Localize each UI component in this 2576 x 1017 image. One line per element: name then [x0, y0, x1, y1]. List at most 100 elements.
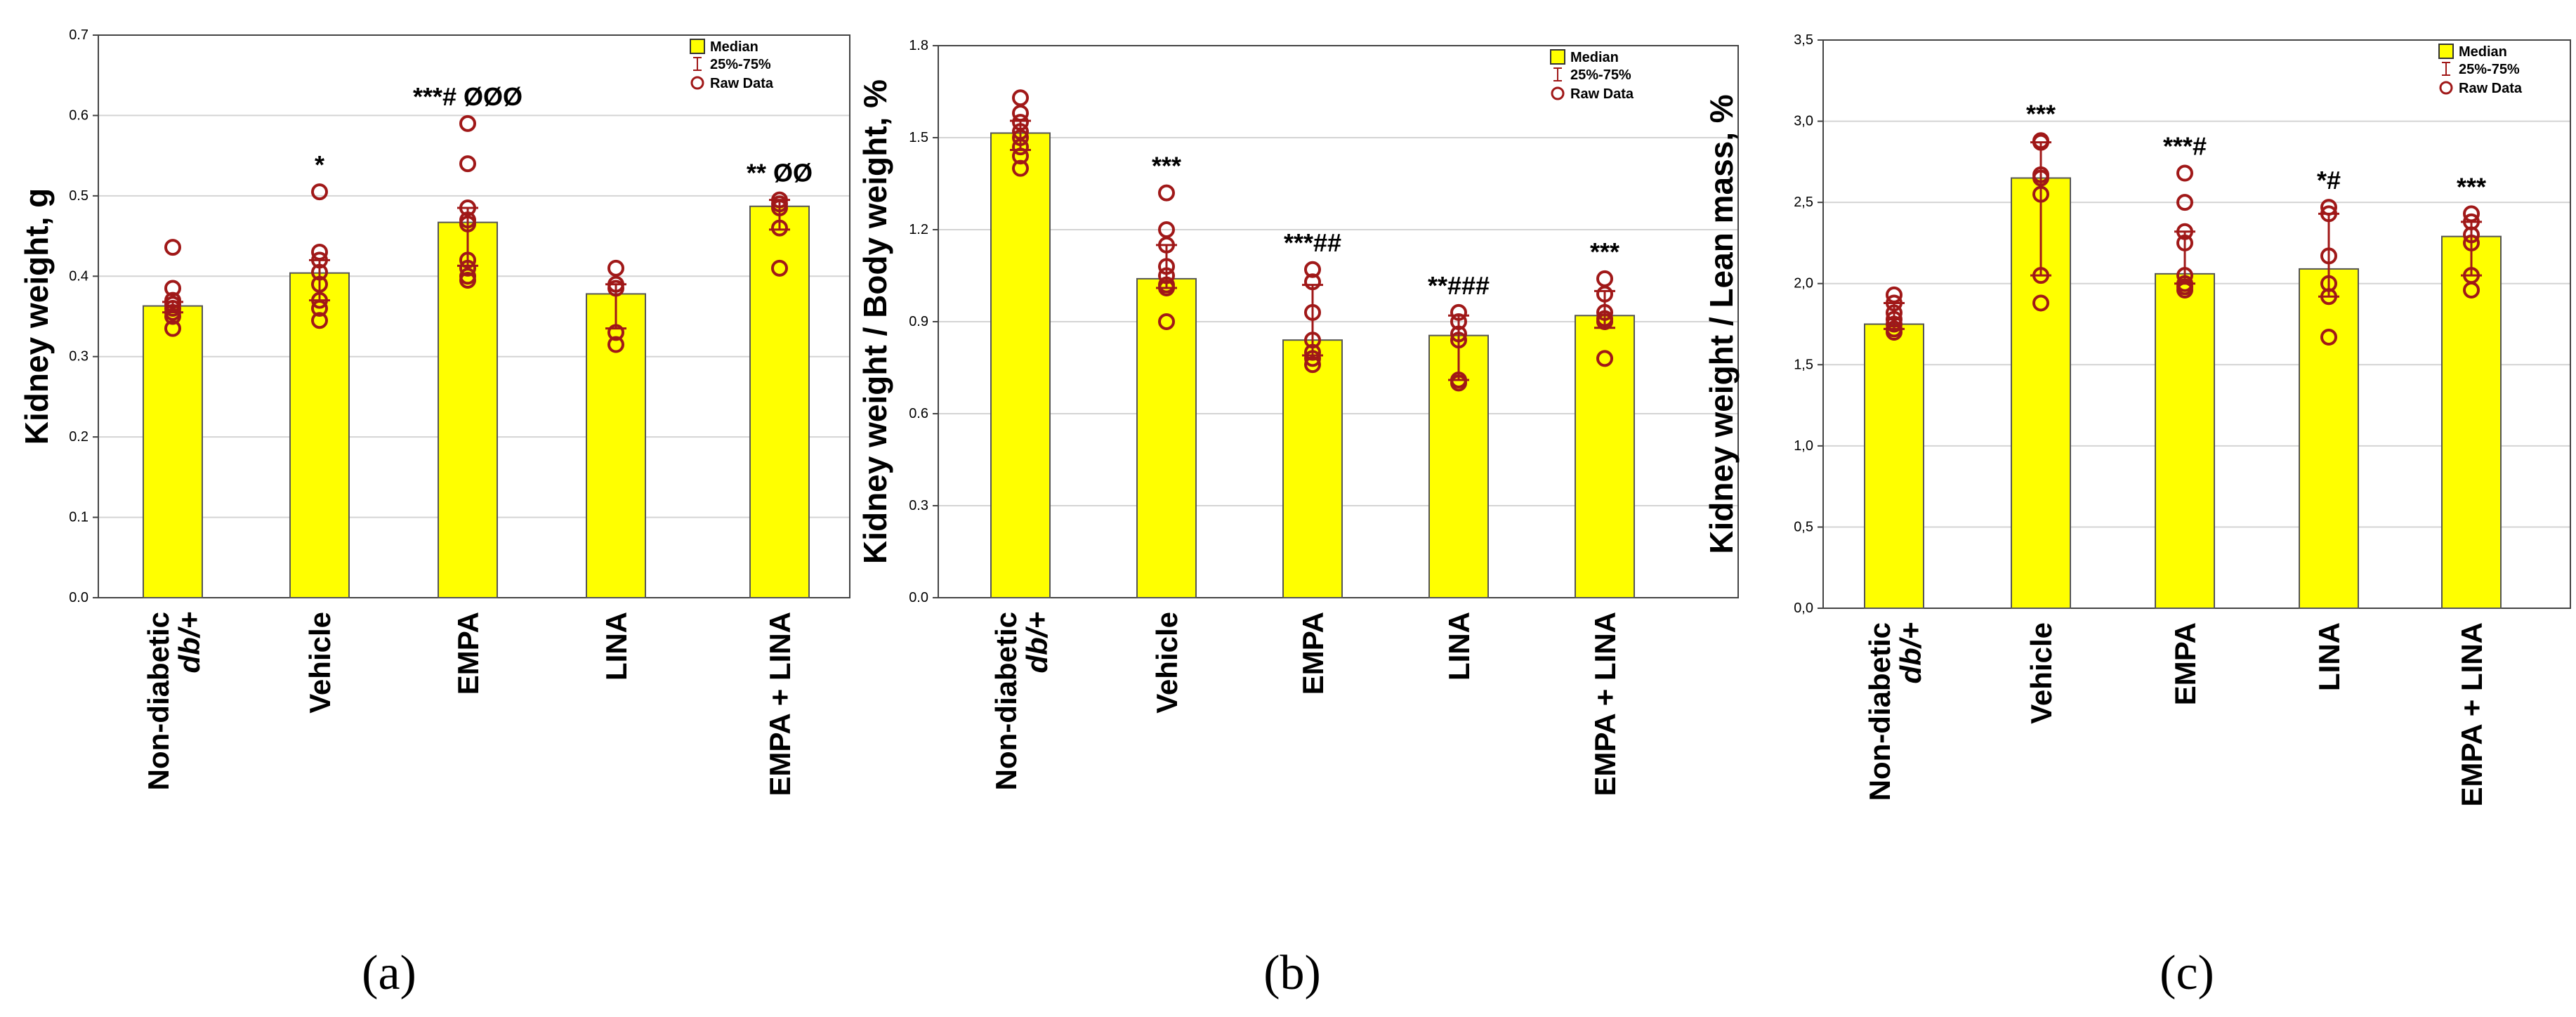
- significance-annotation: ***: [1590, 237, 1619, 266]
- category-label-line1: Vehicle: [2025, 622, 2058, 724]
- raw-data-point: [1304, 356, 1321, 374]
- raw-data-point: [459, 215, 476, 232]
- raw-data-point: [1886, 294, 1903, 312]
- legend-label-median: Median: [2459, 44, 2507, 60]
- raw-data-point: [311, 263, 328, 281]
- bar: [749, 205, 810, 598]
- raw-data-point: [459, 251, 476, 269]
- significance-annotation: ***#: [2163, 132, 2207, 161]
- panel-c: 0,0 0,5 1,0 1,5 2,0 2,5 3,0 3,5 Kidney weight / …: [1703, 32, 2571, 807]
- raw-data-point: [2463, 226, 2480, 244]
- raw-data-point: [2463, 234, 2480, 251]
- panel-b: 0.0 0.3 0.6 0.9 1.2 1.5 1.8 Kidney weight / Bod…: [857, 38, 1739, 796]
- bar: [586, 293, 646, 598]
- raw-data-point: [1158, 236, 1175, 254]
- significance-annotation: ***# ØØØ: [413, 82, 523, 111]
- y-tick-label: 0.2: [69, 429, 88, 445]
- y-tick-label: 0.6: [69, 107, 88, 123]
- category-label: LINA: [2313, 622, 2346, 691]
- category-label-line1: Non-diabetic: [1863, 622, 1896, 801]
- y-tick-label: 0.5: [69, 188, 88, 204]
- raw-data-point: [1012, 138, 1029, 156]
- legend-label-iqr: 25%-75%: [710, 57, 771, 72]
- significance-annotation: ***##: [1284, 228, 1341, 257]
- raw-data-point: [311, 300, 328, 317]
- raw-data-point: [2320, 205, 2337, 223]
- bar: [1575, 315, 1635, 598]
- raw-data-point: [1158, 258, 1175, 275]
- legend-label-iqr: 25%-75%: [2459, 62, 2520, 77]
- raw-data-point: [2320, 288, 2337, 306]
- y-tick-label: 0.0: [69, 590, 88, 605]
- y-axis-label: Kidney weight / Body weight, %: [857, 79, 893, 564]
- raw-data-point: [607, 324, 624, 341]
- raw-data-point: [1304, 332, 1321, 349]
- bar: [1136, 277, 1197, 598]
- category-label-line1: LINA: [1443, 612, 1476, 681]
- y-tick-label: 3,5: [1794, 32, 1813, 48]
- bar: [438, 221, 498, 598]
- significance-annotation: ***: [2457, 172, 2486, 201]
- y-axis-label: Kidney weight / Lean mass, %: [1703, 94, 1740, 553]
- category-label: EMPA + LINA: [1589, 612, 1622, 796]
- y-tick-label: 0.4: [69, 268, 88, 284]
- y-tick-label: 1,5: [1794, 357, 1813, 372]
- category-label-line1: EMPA: [1296, 612, 1329, 695]
- category-label-line1: LINA: [600, 612, 633, 681]
- raw-data-point: [1450, 374, 1467, 392]
- significance-annotation: ** ØØ: [747, 159, 813, 188]
- raw-data-point: [1304, 261, 1321, 278]
- raw-data-point: [311, 251, 328, 269]
- y-tick-label: 3,0: [1794, 114, 1813, 129]
- legend-swatch-median: [690, 39, 705, 54]
- raw-data-point: [2032, 294, 2049, 312]
- raw-data-point: [1886, 304, 1903, 322]
- category-label-line2: db/+: [173, 612, 206, 674]
- raw-data-point: [459, 114, 476, 132]
- raw-data-point: [2032, 133, 2049, 151]
- raw-data-point: [311, 183, 328, 201]
- category-label-line1: Vehicle: [1150, 612, 1183, 714]
- raw-data-point: [1012, 105, 1029, 122]
- category-label: LINA: [1443, 612, 1476, 681]
- bar: [143, 305, 203, 598]
- raw-data-point: [2320, 199, 2337, 216]
- raw-data-point: [607, 280, 624, 297]
- raw-data-point: [2320, 247, 2337, 265]
- category-label: Vehicle: [303, 612, 336, 714]
- significance-annotation: ***: [1152, 152, 1181, 181]
- category-label-line1: EMPA + LINA: [2455, 622, 2488, 807]
- raw-data-point: [311, 312, 328, 329]
- raw-data-point: [459, 272, 476, 289]
- legend-swatch-raw: [2439, 81, 2453, 95]
- bar: [1282, 339, 1343, 598]
- legend-label-raw: Raw Data: [1570, 86, 1634, 102]
- category-label: Vehicle: [1150, 612, 1183, 714]
- raw-data-point: [2032, 185, 2049, 203]
- category-label: Vehicle: [2025, 622, 2058, 724]
- bar: [990, 132, 1051, 598]
- category-label-line1: EMPA + LINA: [763, 612, 796, 796]
- y-tick-label: 2,0: [1794, 276, 1813, 291]
- category-label-line1: EMPA: [2169, 622, 2202, 705]
- y-axis-label: Kidney weight, g: [18, 188, 55, 445]
- category-label-line1: EMPA + LINA: [1589, 612, 1622, 796]
- raw-data-point: [2463, 205, 2480, 223]
- raw-data-point: [607, 336, 624, 353]
- y-tick-label: 1.5: [909, 130, 928, 145]
- raw-data-point: [1450, 332, 1467, 349]
- panel-caption-c: (c): [2160, 946, 2214, 1000]
- y-tick-label: 0.1: [69, 510, 88, 525]
- legend-label-raw: Raw Data: [2459, 81, 2523, 96]
- legend-swatch-raw: [1551, 86, 1565, 100]
- raw-data-point: [1158, 267, 1175, 284]
- raw-data-point: [771, 219, 788, 237]
- legend-label-median: Median: [1570, 50, 1619, 65]
- raw-data-point: [2032, 267, 2049, 284]
- y-tick-label: 0.9: [909, 314, 928, 329]
- legend-label-median: Median: [710, 39, 758, 55]
